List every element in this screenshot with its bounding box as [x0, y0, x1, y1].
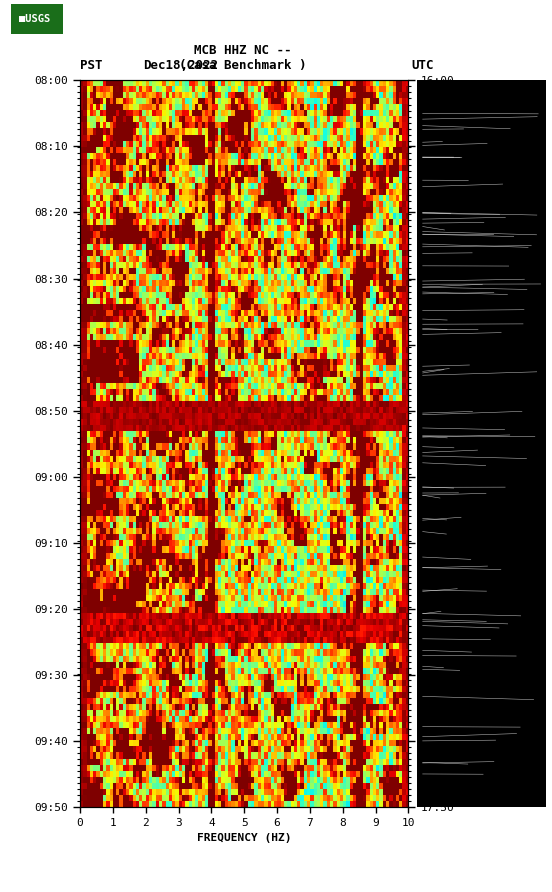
Text: ■USGS: ■USGS — [19, 14, 50, 24]
Text: UTC: UTC — [411, 59, 434, 71]
Text: PST: PST — [80, 59, 103, 71]
Text: (Casa Benchmark ): (Casa Benchmark ) — [179, 59, 306, 71]
Text: MCB HHZ NC --: MCB HHZ NC -- — [194, 45, 291, 57]
X-axis label: FREQUENCY (HZ): FREQUENCY (HZ) — [197, 833, 291, 843]
Text: Dec18,2022: Dec18,2022 — [144, 59, 219, 71]
